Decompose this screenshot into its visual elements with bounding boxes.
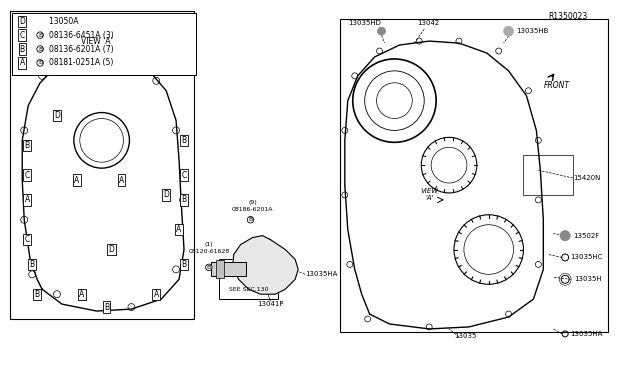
Text: B: B [104, 302, 109, 312]
Text: B: B [25, 141, 30, 150]
Text: 13035HB: 13035HB [516, 28, 549, 34]
Text: C: C [20, 31, 25, 40]
Text: 08181-0251A (5): 08181-0251A (5) [49, 58, 113, 67]
Text: B: B [38, 60, 42, 65]
Text: B: B [207, 265, 211, 270]
Text: 13041P: 13041P [257, 301, 284, 307]
Text: 13035HA: 13035HA [305, 271, 337, 278]
Text: A: A [79, 290, 84, 299]
Text: B: B [182, 195, 187, 204]
Text: B: B [29, 260, 35, 269]
Text: 08120-61628: 08120-61628 [188, 249, 230, 254]
Text: B: B [248, 217, 253, 222]
Text: D: D [19, 17, 25, 26]
Polygon shape [233, 235, 298, 294]
Bar [524, 155, 573, 195]
Text: VIEW 'A': VIEW 'A' [81, 36, 113, 46]
Bar [216, 260, 224, 278]
Text: (9): (9) [248, 201, 257, 205]
Text: 13502F: 13502F [573, 232, 599, 238]
Bar [340, 19, 608, 332]
Text: 08136-6451A (3): 08136-6451A (3) [49, 31, 114, 40]
Bar [10, 11, 194, 319]
Text: (1): (1) [205, 242, 213, 247]
Text: B: B [38, 46, 42, 52]
Text: C: C [181, 171, 187, 180]
Text: B: B [182, 260, 187, 269]
Text: 13035HA: 13035HA [570, 331, 602, 337]
Text: 13042: 13042 [417, 20, 440, 26]
Text: FRONT: FRONT [543, 81, 570, 90]
Circle shape [378, 27, 385, 35]
Circle shape [560, 231, 570, 241]
Text: 08186-6201A: 08186-6201A [232, 207, 273, 212]
Text: D: D [163, 190, 169, 199]
Text: 13050A: 13050A [49, 17, 81, 26]
Circle shape [504, 26, 513, 36]
Text: A: A [177, 225, 182, 234]
Text: 13035: 13035 [454, 333, 476, 339]
Text: A: A [24, 195, 30, 204]
Text: R1350023: R1350023 [548, 12, 588, 21]
Text: 13035HD: 13035HD [348, 20, 381, 26]
Text: B: B [20, 45, 25, 54]
Text: B: B [35, 290, 40, 299]
Text: A: A [119, 176, 124, 185]
Text: A: A [20, 58, 25, 67]
Text: SEE SEC.130: SEE SEC.130 [228, 287, 268, 292]
Text: D: D [109, 245, 115, 254]
Bar [219, 259, 278, 299]
Text: VIEW
'A': VIEW 'A' [420, 189, 438, 201]
Text: B: B [38, 33, 42, 38]
Text: C: C [24, 235, 30, 244]
Text: C: C [24, 171, 30, 180]
Bar [12, 13, 196, 75]
Text: 15420N: 15420N [573, 175, 600, 181]
Text: 08136-6201A (7): 08136-6201A (7) [49, 45, 114, 54]
Text: B: B [182, 136, 187, 145]
Text: 13035HC: 13035HC [570, 254, 602, 260]
Text: A: A [154, 290, 159, 299]
Text: 13035H: 13035H [574, 276, 602, 282]
Bar [211, 262, 246, 276]
Text: A: A [74, 176, 79, 185]
Text: D: D [54, 111, 60, 120]
